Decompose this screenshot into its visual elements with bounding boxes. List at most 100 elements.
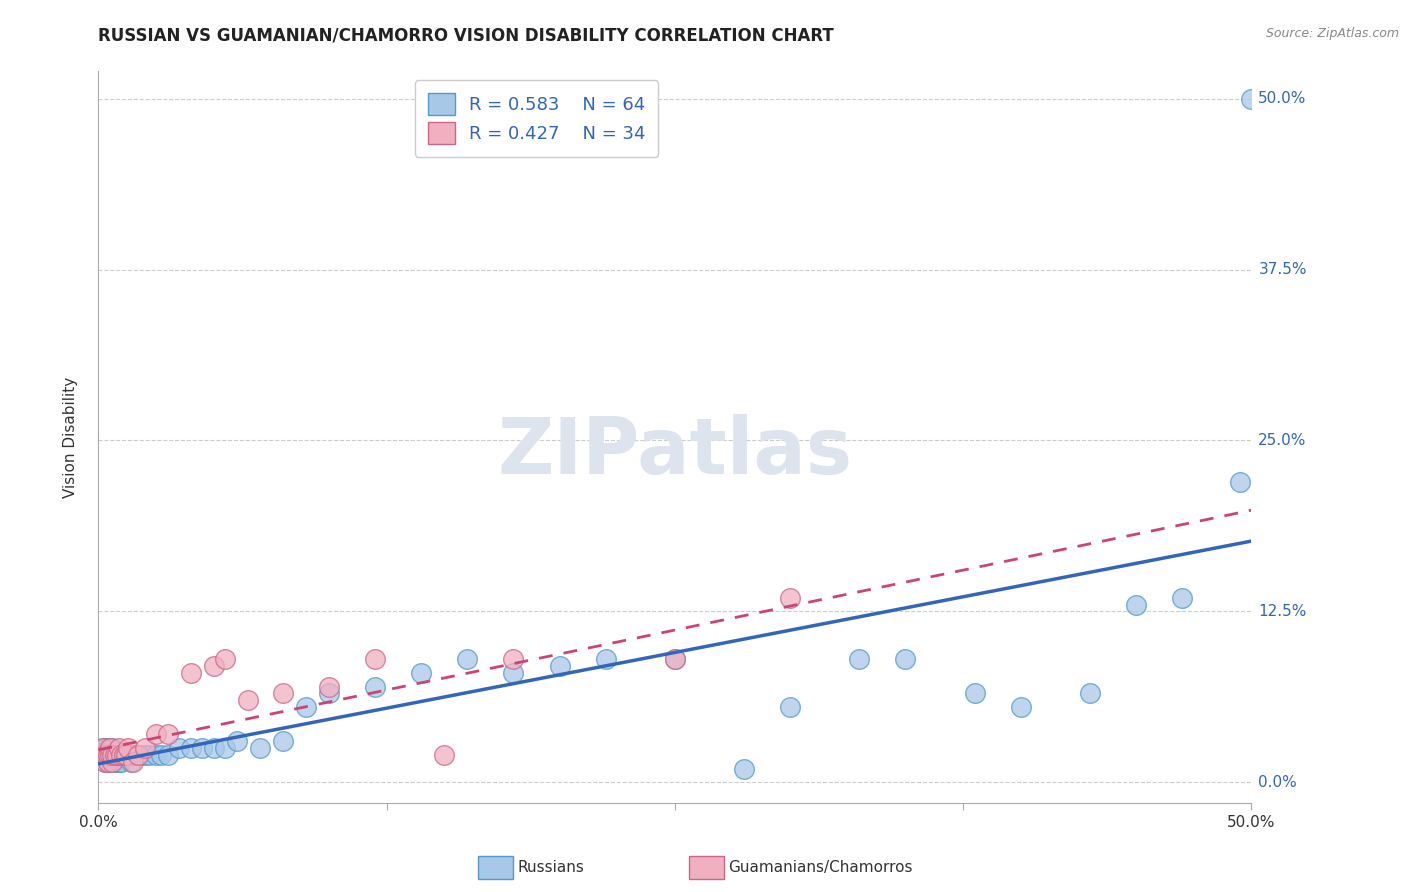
- Point: [145, 747, 167, 762]
- Point: [271, 734, 294, 748]
- Point: [97, 755, 120, 769]
- Y-axis label: Vision Disability: Vision Disability: [63, 376, 77, 498]
- Point: [103, 747, 125, 762]
- Point: [105, 747, 128, 762]
- Point: [364, 652, 387, 666]
- Point: [98, 741, 121, 756]
- Point: [225, 734, 247, 748]
- Point: [94, 747, 117, 762]
- Text: RUSSIAN VS GUAMANIAN/CHAMORRO VISION DISABILITY CORRELATION CHART: RUSSIAN VS GUAMANIAN/CHAMORRO VISION DIS…: [98, 27, 834, 45]
- Text: Guamanians/Chamorros: Guamanians/Chamorros: [728, 860, 912, 874]
- Point: [98, 755, 121, 769]
- Point: [101, 755, 124, 769]
- Point: [101, 755, 124, 769]
- Point: [90, 747, 112, 762]
- Point: [91, 747, 114, 762]
- Point: [112, 747, 135, 762]
- Point: [127, 747, 149, 762]
- Point: [108, 741, 131, 756]
- Point: [94, 747, 117, 762]
- Point: [167, 741, 190, 756]
- Point: [1078, 686, 1101, 700]
- Point: [129, 747, 152, 762]
- Point: [180, 665, 202, 680]
- Point: [214, 652, 236, 666]
- Point: [124, 747, 146, 762]
- Point: [110, 747, 132, 762]
- Point: [456, 652, 478, 666]
- Point: [1010, 700, 1032, 714]
- Point: [238, 693, 260, 707]
- Text: Russians: Russians: [517, 860, 585, 874]
- Point: [101, 747, 124, 762]
- Point: [115, 747, 138, 762]
- Point: [97, 741, 120, 756]
- Point: [97, 755, 120, 769]
- Point: [117, 741, 139, 756]
- Point: [103, 755, 125, 769]
- Point: [103, 747, 125, 762]
- Point: [98, 747, 121, 762]
- Point: [779, 591, 801, 605]
- Point: [101, 747, 124, 762]
- Point: [145, 727, 167, 741]
- Point: [98, 741, 121, 756]
- Text: Source: ZipAtlas.com: Source: ZipAtlas.com: [1265, 27, 1399, 40]
- Point: [91, 741, 114, 756]
- Point: [733, 762, 755, 776]
- Text: ZIPatlas: ZIPatlas: [498, 414, 852, 490]
- Point: [122, 747, 145, 762]
- Text: 50.0%: 50.0%: [1258, 91, 1306, 106]
- Point: [91, 747, 114, 762]
- Point: [156, 727, 179, 741]
- Text: 0.0%: 0.0%: [1258, 775, 1298, 789]
- Text: 12.5%: 12.5%: [1258, 604, 1306, 619]
- Point: [94, 755, 117, 769]
- Point: [97, 747, 120, 762]
- Point: [433, 747, 456, 762]
- Point: [202, 659, 225, 673]
- Point: [134, 747, 156, 762]
- Point: [1125, 598, 1147, 612]
- Point: [134, 741, 156, 756]
- Point: [94, 755, 117, 769]
- Point: [1240, 92, 1263, 106]
- Legend: R = 0.583    N = 64, R = 0.427    N = 34: R = 0.583 N = 64, R = 0.427 N = 34: [415, 80, 658, 157]
- Point: [180, 741, 202, 756]
- Point: [318, 686, 340, 700]
- Point: [214, 741, 236, 756]
- Point: [149, 747, 172, 762]
- Point: [664, 652, 686, 666]
- Point: [963, 686, 986, 700]
- Point: [138, 747, 160, 762]
- Point: [1229, 475, 1251, 489]
- Point: [318, 680, 340, 694]
- Point: [97, 747, 120, 762]
- Point: [110, 747, 132, 762]
- Point: [295, 700, 318, 714]
- Point: [502, 665, 524, 680]
- Point: [105, 755, 128, 769]
- Point: [94, 741, 117, 756]
- Point: [548, 659, 571, 673]
- Point: [779, 700, 801, 714]
- Point: [117, 747, 139, 762]
- Point: [364, 680, 387, 694]
- Point: [848, 652, 870, 666]
- Point: [112, 747, 135, 762]
- Text: 25.0%: 25.0%: [1258, 433, 1306, 448]
- Text: 37.5%: 37.5%: [1258, 262, 1306, 277]
- Point: [894, 652, 917, 666]
- Point: [1171, 591, 1194, 605]
- Point: [411, 665, 433, 680]
- Point: [122, 755, 145, 769]
- Point: [156, 747, 179, 762]
- Point: [98, 747, 121, 762]
- Point: [249, 741, 271, 756]
- Point: [108, 747, 131, 762]
- Point: [595, 652, 617, 666]
- Point: [101, 741, 124, 756]
- Point: [108, 755, 131, 769]
- Point: [105, 747, 128, 762]
- Point: [202, 741, 225, 756]
